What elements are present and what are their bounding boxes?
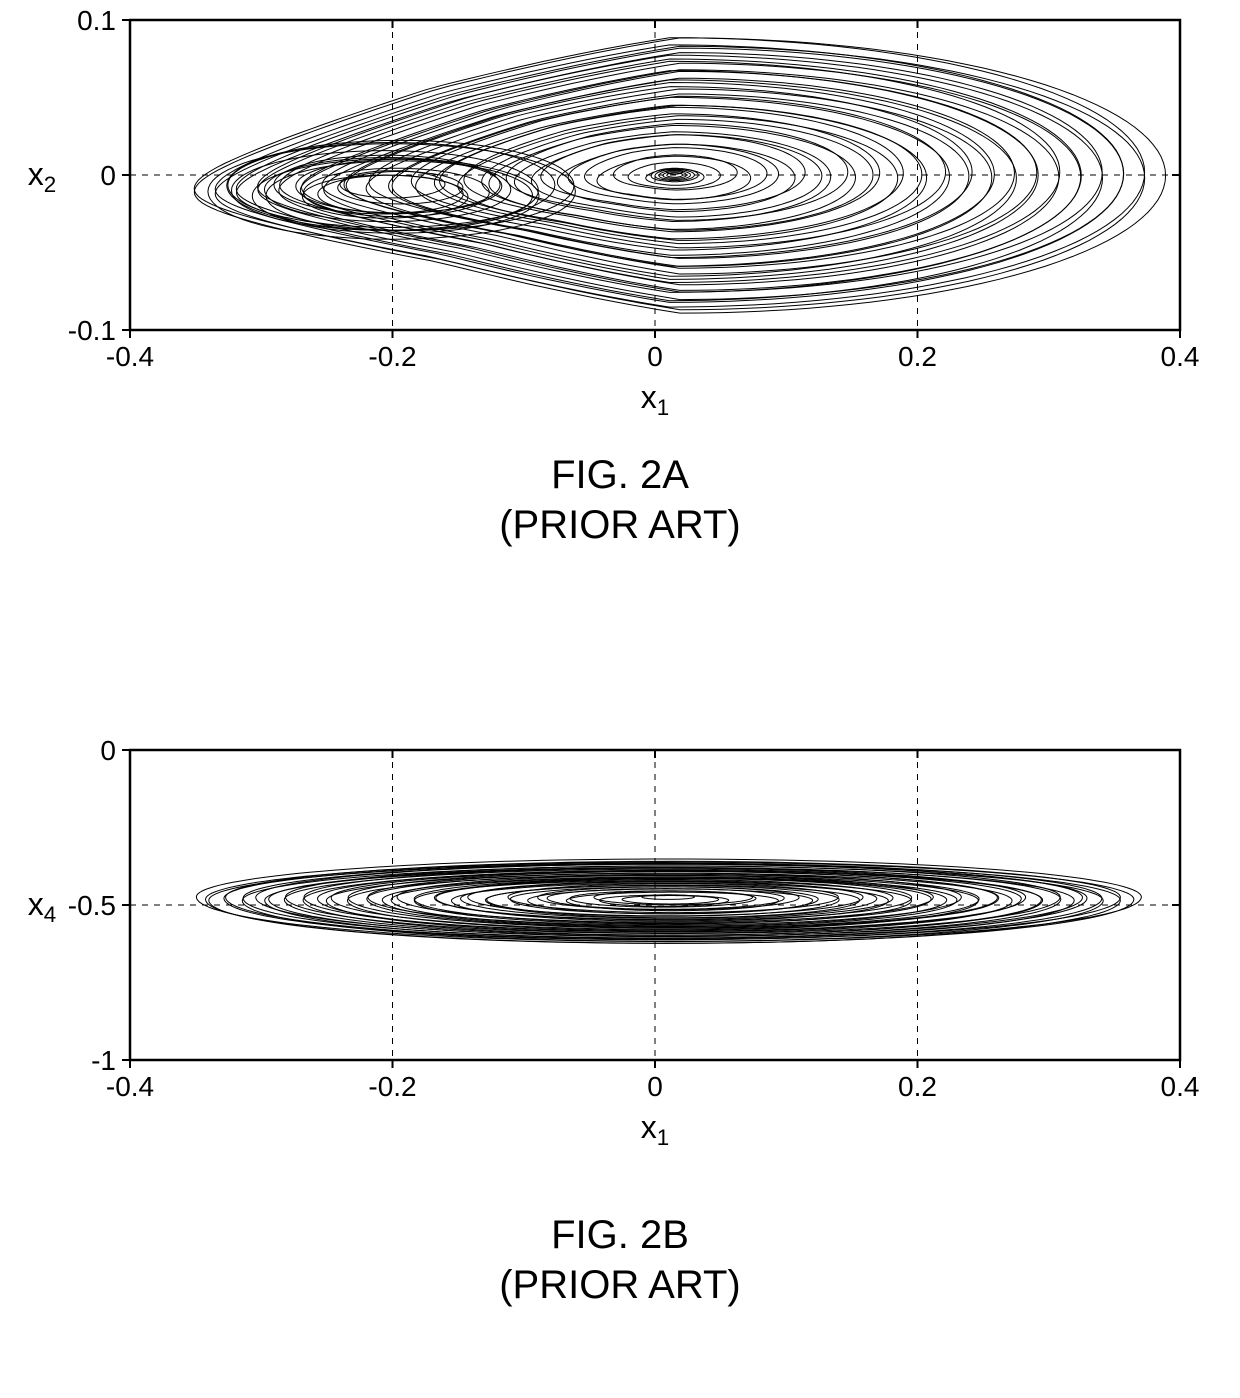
x-axis-label: x1 — [641, 379, 669, 420]
y-axis-label: x4 — [28, 886, 56, 927]
xtick-label: 0.4 — [1161, 341, 1200, 372]
chart-a-panel: -0.4-0.200.20.4-0.100.1x1x2 — [0, 0, 1240, 425]
y-axis-label: x2 — [28, 156, 56, 197]
chart-a-caption-line1: FIG. 2A — [551, 453, 689, 497]
xtick-label: 0.2 — [898, 1071, 937, 1102]
chart-b-svg: -0.4-0.200.20.4-1-0.50x1x4 — [0, 730, 1240, 1150]
chart-a-caption-line2: (PRIOR ART) — [499, 503, 741, 547]
chart-b-caption: FIG. 2B (PRIOR ART) — [0, 1210, 1240, 1310]
xtick-label: -0.2 — [368, 1071, 416, 1102]
ytick-label: 0 — [100, 160, 116, 191]
xtick-label: 0 — [647, 341, 663, 372]
chart-b-caption-line1: FIG. 2B — [551, 1213, 689, 1257]
xtick-label: 0 — [647, 1071, 663, 1102]
xtick-label: 0.4 — [1161, 1071, 1200, 1102]
chart-b-caption-line2: (PRIOR ART) — [499, 1263, 741, 1307]
page: -0.4-0.200.20.4-0.100.1x1x2 FIG. 2A (PRI… — [0, 0, 1240, 1398]
ytick-label: 0 — [100, 735, 116, 766]
ytick-label: 0.1 — [77, 5, 116, 36]
chart-a-caption: FIG. 2A (PRIOR ART) — [0, 450, 1240, 550]
ytick-label: -0.5 — [68, 890, 116, 921]
xtick-label: -0.2 — [368, 341, 416, 372]
x-axis-label: x1 — [641, 1109, 669, 1150]
xtick-label: 0.2 — [898, 341, 937, 372]
chart-a-svg: -0.4-0.200.20.4-0.100.1x1x2 — [0, 0, 1240, 420]
ytick-label: -0.1 — [68, 315, 116, 346]
chart-b-panel: -0.4-0.200.20.4-1-0.50x1x4 — [0, 730, 1240, 1155]
ytick-label: -1 — [91, 1045, 116, 1076]
